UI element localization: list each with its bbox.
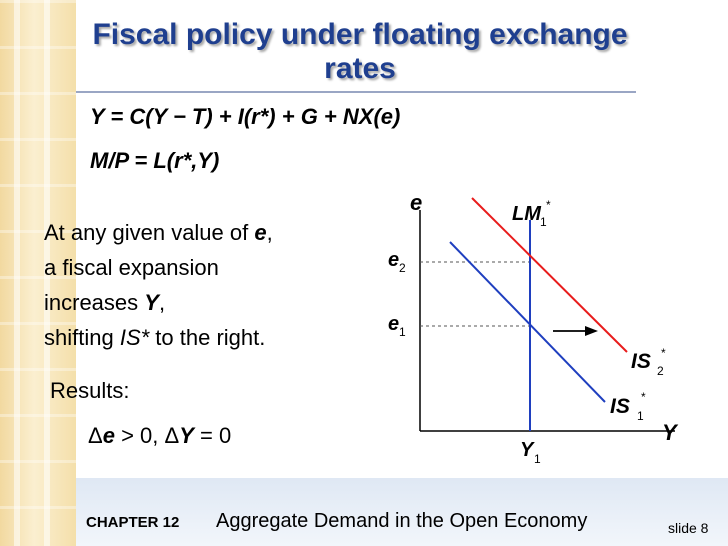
- results-label: Results:: [50, 378, 130, 403]
- note-var: Y: [144, 290, 159, 315]
- slide-number: slide 8: [668, 520, 709, 536]
- delta-symbol: Δ: [88, 423, 103, 448]
- is2-label: IS: [631, 350, 651, 373]
- note-line-1: At any given value of e,: [44, 215, 344, 250]
- e2-label: e: [388, 249, 399, 271]
- results-values: Δe > 0, ΔY = 0: [88, 423, 231, 449]
- note-text: At any given value of: [44, 220, 255, 245]
- is1-label: IS: [610, 395, 630, 418]
- note-var: e: [254, 220, 267, 245]
- goods-market-equation: Y = C(Y − T) + I(r*) + G + NX(e): [90, 104, 400, 130]
- lm-sub: 1: [540, 215, 547, 229]
- x-axis-label: Y: [662, 420, 679, 445]
- title-line-2: rates: [324, 52, 396, 85]
- note-line-2: a fiscal expansion: [44, 255, 219, 280]
- note-text: shifting: [44, 325, 120, 350]
- delta-symbol: Δ: [164, 423, 180, 448]
- y1-sub: 1: [534, 452, 541, 466]
- decorative-stripe: [0, 0, 76, 546]
- stripe-bar: [14, 0, 20, 546]
- note-line-3: increases Y,: [44, 285, 344, 320]
- is1-sub: 1: [637, 409, 644, 423]
- money-market-equation: M/P = L(r*,Y): [90, 148, 219, 174]
- slide-title: Fiscal policy under floating exchange ra…: [60, 18, 660, 86]
- is1-curve: [449, 241, 606, 403]
- arrow-head-icon: [585, 326, 598, 336]
- curve-labels: LM 1 * IS 2 * IS 1 * e 2 e 1 Y 1: [388, 198, 666, 466]
- e1-sub: 1: [399, 325, 406, 339]
- e-change: > 0,: [114, 423, 165, 448]
- is2-curve: [471, 197, 628, 353]
- stripe-bar: [44, 0, 50, 546]
- is2-star: *: [661, 346, 666, 360]
- e1-label: e: [388, 313, 399, 335]
- explanation-text: At any given value of e, a fiscal expans…: [44, 215, 344, 355]
- title-divider: [76, 91, 636, 93]
- note-text: ,: [266, 220, 273, 245]
- note-italic: IS*: [119, 325, 150, 350]
- is1-star: *: [641, 390, 646, 404]
- note-text: increases: [44, 290, 145, 315]
- note-text: to the right.: [149, 325, 266, 350]
- equation-text: Y = C(Y − T) + I(r*) + G + NX(e): [90, 104, 401, 129]
- footer-bar: [76, 478, 728, 546]
- lm-label: LM: [512, 203, 542, 225]
- y1-label: Y: [520, 439, 535, 461]
- is2-sub: 2: [657, 364, 664, 378]
- y-var: Y: [179, 423, 194, 448]
- is-lm-diagram: e Y LM 1 * IS 2 * IS 1 * e 2 e 1 Y 1: [388, 190, 679, 466]
- chapter-title: Aggregate Demand in the Open Economy: [216, 510, 588, 532]
- title-line-1: Fiscal policy under floating exchange: [92, 18, 628, 51]
- note-text: ,: [158, 290, 166, 315]
- equation-text: M/P = L(r*,Y): [90, 148, 220, 173]
- note-line-4: shifting IS* to the right.: [44, 320, 344, 355]
- y-change: = 0: [193, 423, 232, 448]
- chapter-label: CHAPTER 12: [86, 514, 180, 531]
- e-var: e: [102, 423, 115, 448]
- y-axis-label: e: [410, 190, 422, 215]
- lm-star: *: [546, 198, 551, 212]
- e2-sub: 2: [399, 261, 406, 275]
